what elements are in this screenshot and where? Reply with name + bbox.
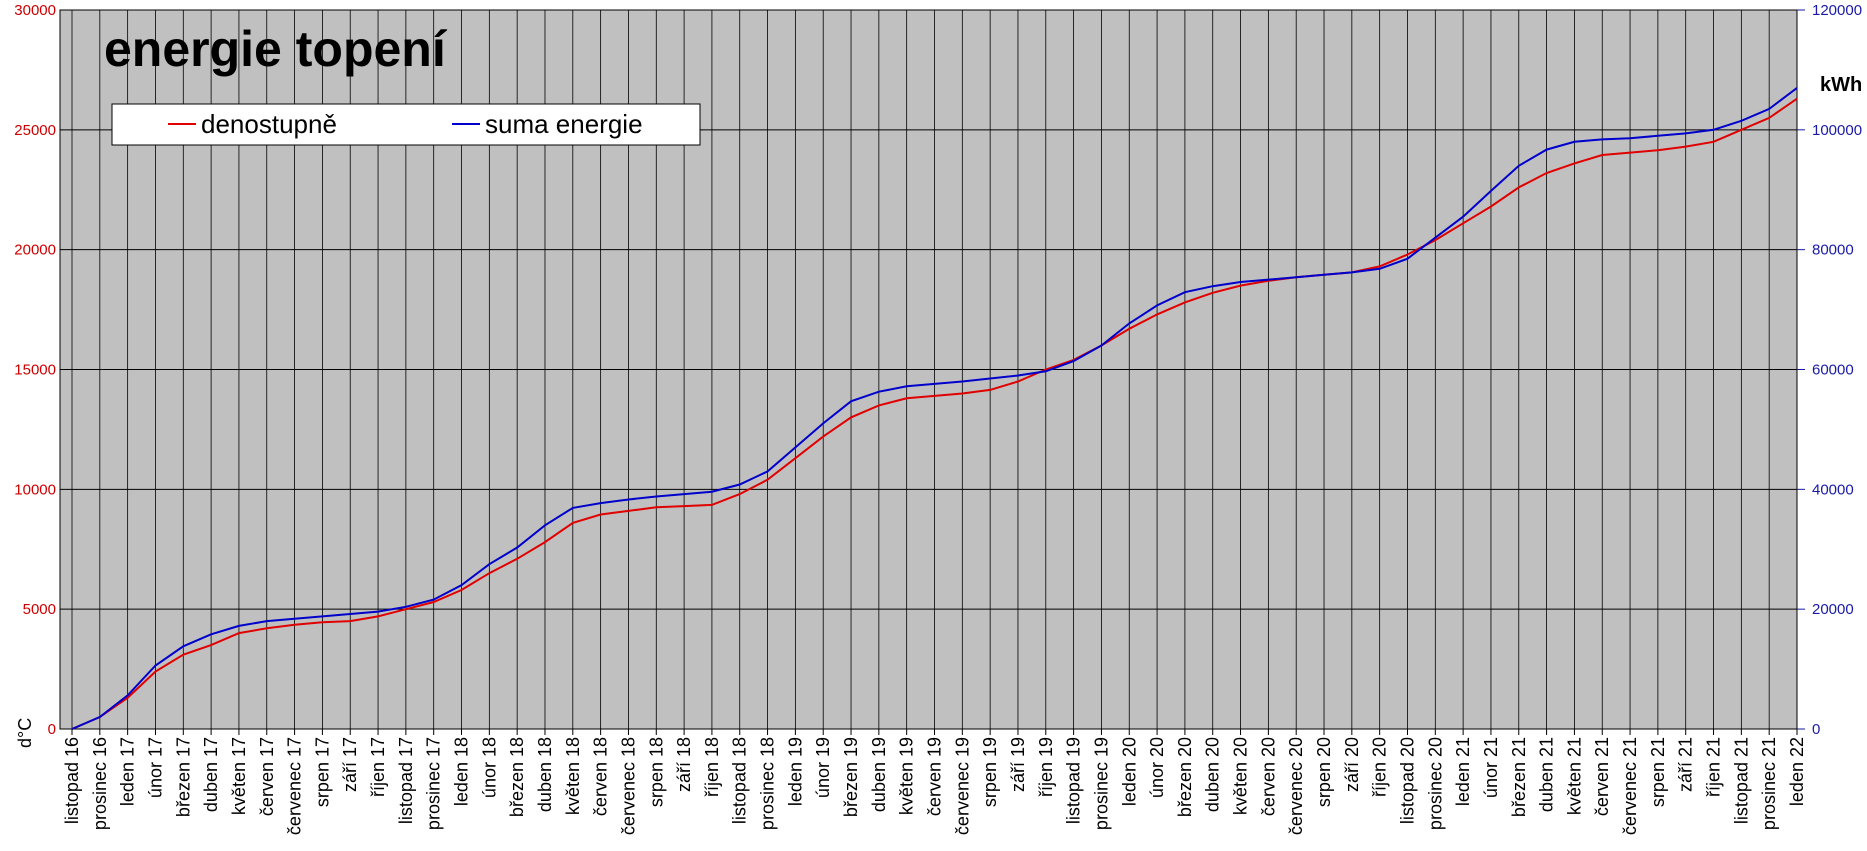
x-tick-label: prosinec 16 xyxy=(90,737,110,830)
x-tick-label: duben 20 xyxy=(1203,737,1223,812)
x-tick-label: únor 21 xyxy=(1481,737,1501,798)
left-axis-ticks: 0 5000 10000 15000 20000 25000 30000 xyxy=(14,2,56,738)
x-tick-label: prosinec 17 xyxy=(424,737,444,830)
x-tick-label: červenec 18 xyxy=(619,737,639,835)
x-tick-label: květen 21 xyxy=(1564,737,1584,815)
left-tick-label: 15000 xyxy=(14,362,56,379)
x-tick-label: duben 18 xyxy=(535,737,555,812)
x-tick-label: duben 19 xyxy=(869,737,889,812)
x-tick-label: srpen 17 xyxy=(312,737,332,807)
x-tick-label: červenec 20 xyxy=(1286,737,1306,835)
x-tick-label: červenec 21 xyxy=(1620,737,1640,835)
x-tick-label: květen 17 xyxy=(229,737,249,815)
x-tick-label: listopad 16 xyxy=(62,737,82,824)
x-tick-label: prosinec 18 xyxy=(758,737,778,830)
left-axis-unit-label: d°C xyxy=(15,718,35,748)
x-tick-label: únor 20 xyxy=(1147,737,1167,798)
series-layer xyxy=(71,87,1798,730)
x-tick-label: srpen 20 xyxy=(1314,737,1334,807)
series-line-denostupne xyxy=(71,97,1798,730)
x-tick-label: červenec 17 xyxy=(285,737,305,835)
x-tick-label: březen 21 xyxy=(1509,737,1529,817)
x-tick-label: leden 18 xyxy=(452,737,472,806)
x-tick-label: říjen 17 xyxy=(368,737,388,797)
x-tick-label: říjen 20 xyxy=(1370,737,1390,797)
left-tick-label: 5000 xyxy=(23,601,56,618)
x-tick-label: říjen 19 xyxy=(1036,737,1056,797)
x-tick-label: květen 20 xyxy=(1231,737,1251,815)
x-tick-label: září 21 xyxy=(1676,737,1696,792)
x-tick-label: leden 21 xyxy=(1453,737,1473,806)
x-tick-label: listopad 18 xyxy=(730,737,750,824)
x-tick-label: únor 18 xyxy=(479,737,499,798)
x-tick-label: leden 22 xyxy=(1787,737,1807,806)
right-tick-label: 80000 xyxy=(1812,242,1854,259)
x-tick-label: březen 20 xyxy=(1175,737,1195,817)
x-tick-label: září 20 xyxy=(1342,737,1362,792)
x-tick-label: listopad 19 xyxy=(1064,737,1084,824)
x-tick-label: červen 21 xyxy=(1592,737,1612,816)
x-tick-label: září 18 xyxy=(674,737,694,792)
x-tick-label: leden 17 xyxy=(118,737,138,806)
x-tick-label: leden 19 xyxy=(785,737,805,806)
x-tick-label: září 17 xyxy=(340,737,360,792)
x-tick-label: srpen 18 xyxy=(646,737,666,807)
x-tick-label: srpen 19 xyxy=(980,737,1000,807)
x-tick-label: únor 17 xyxy=(146,737,166,798)
x-tick-label: březen 19 xyxy=(841,737,861,817)
legend: denostupně suma energie xyxy=(111,103,701,146)
right-tick-label: 20000 xyxy=(1812,601,1854,618)
x-tick-label: březen 17 xyxy=(173,737,193,817)
x-tick-label: červen 19 xyxy=(925,737,945,816)
x-tick-label: leden 20 xyxy=(1119,737,1139,806)
right-tick-label: 0 xyxy=(1812,721,1820,738)
x-tick-label: únor 19 xyxy=(813,737,833,798)
x-tick-label: březen 18 xyxy=(507,737,527,817)
right-axis-unit-label: kWh xyxy=(1820,74,1862,96)
x-tick-label: prosinec 19 xyxy=(1091,737,1111,830)
x-tick-label: červenec 19 xyxy=(952,737,972,835)
x-tick-label: červen 20 xyxy=(1258,737,1278,816)
right-tick-label: 120000 xyxy=(1812,2,1862,19)
x-tick-label: prosinec 20 xyxy=(1425,737,1445,830)
right-axis-ticks: 0 20000 40000 60000 80000 100000 120000 xyxy=(1797,2,1862,738)
x-tick-label: říjen 18 xyxy=(702,737,722,797)
left-tick-label: 10000 xyxy=(14,481,56,498)
x-tick-label: září 19 xyxy=(1008,737,1028,792)
x-tick-label: listopad 20 xyxy=(1398,737,1418,824)
left-tick-label: 20000 xyxy=(14,242,56,259)
chart-title: energie topení xyxy=(104,21,448,77)
x-tick-label: duben 17 xyxy=(201,737,221,812)
legend-box xyxy=(111,103,701,146)
right-tick-label: 60000 xyxy=(1812,362,1854,379)
x-tick-label: červen 18 xyxy=(591,737,611,816)
x-tick-label: srpen 21 xyxy=(1648,737,1668,807)
x-tick-label: listopad 21 xyxy=(1731,737,1751,824)
x-axis-ticks: listopad 16 prosinec 16 leden 17 únor 17 bře… xyxy=(62,729,1807,835)
x-tick-label: květen 19 xyxy=(897,737,917,815)
x-tick-label: květen 18 xyxy=(563,737,583,815)
left-tick-label: 0 xyxy=(48,721,56,738)
legend-label-denostupne: denostupně xyxy=(201,109,337,139)
x-tick-label: říjen 21 xyxy=(1704,737,1724,797)
right-tick-label: 40000 xyxy=(1812,481,1854,498)
left-tick-label: 25000 xyxy=(14,122,56,139)
x-tick-label: červen 17 xyxy=(257,737,277,816)
x-tick-label: duben 21 xyxy=(1537,737,1557,812)
left-tick-label: 30000 xyxy=(14,2,56,19)
x-tick-label: prosinec 21 xyxy=(1759,737,1779,830)
x-tick-label: listopad 17 xyxy=(396,737,416,824)
series-line-suma-energie xyxy=(71,87,1798,730)
right-tick-label: 100000 xyxy=(1812,122,1862,139)
legend-label-suma-energie: suma energie xyxy=(485,109,643,139)
